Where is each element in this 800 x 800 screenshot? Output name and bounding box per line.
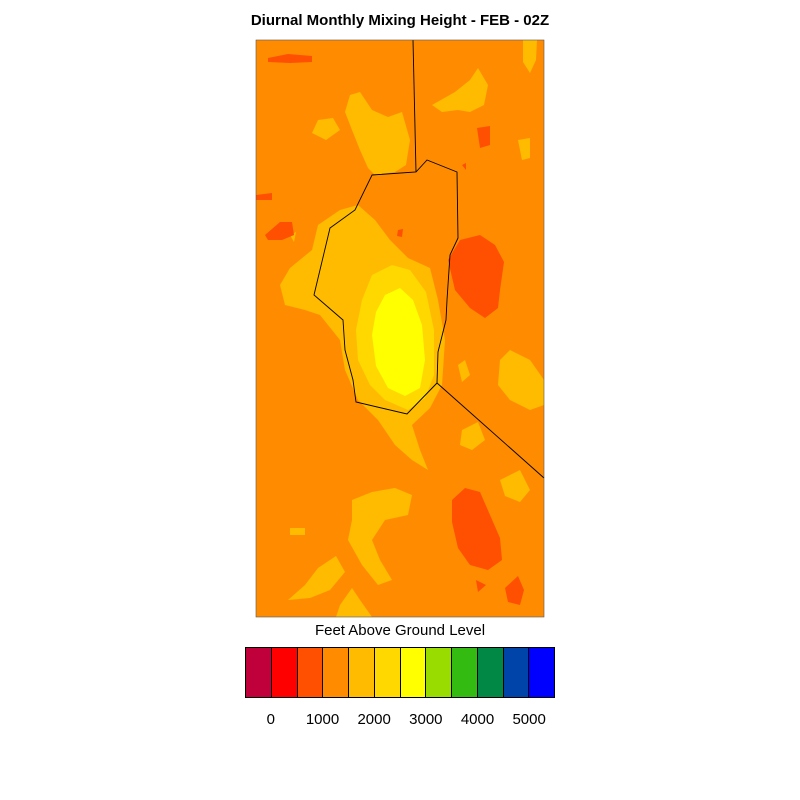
colorbar-swatch (426, 648, 452, 697)
colorbar-swatch (477, 648, 504, 697)
colorbar-title: Feet Above Ground Level (314, 622, 486, 639)
colorbar-tick-label: 2000 (357, 711, 391, 728)
colorbar-swatch (400, 648, 427, 697)
colorbar-swatch (349, 648, 375, 697)
colorbar-swatch (529, 648, 554, 697)
boundary-lines (313, 39, 545, 479)
colorbar-swatch (271, 648, 298, 697)
map-title: Diurnal Monthly Mixing Height - FEB - 02… (250, 12, 550, 29)
contour-level-1000 (256, 54, 524, 605)
colorbar-swatch (246, 648, 272, 697)
colorbar-tick-label: 4000 (460, 711, 495, 728)
colorbar (245, 647, 555, 698)
colorbar-swatch (503, 648, 530, 697)
colorbar-swatch (452, 648, 478, 697)
colorbar-swatch (323, 648, 349, 697)
colorbar-tick-label: 0 (266, 711, 275, 728)
map-frame (255, 39, 545, 618)
contour-level-3000 (372, 288, 425, 396)
colorbar-swatch (374, 648, 401, 697)
colorbar-tick-label: 1000 (305, 711, 340, 728)
colorbar-swatch (297, 648, 324, 697)
colorbar-tick-label: 5000 (512, 711, 546, 728)
colorbar-tick-label: 3000 (409, 711, 443, 728)
